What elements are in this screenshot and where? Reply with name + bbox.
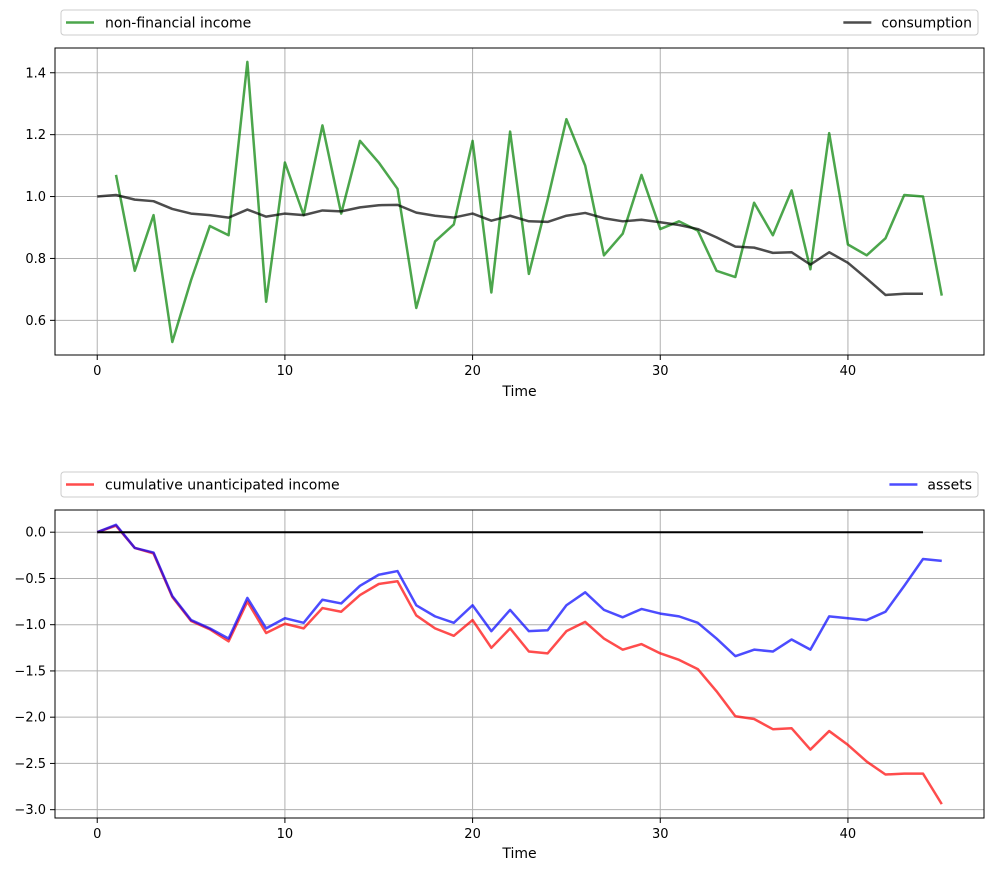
y-tick-label: 1.4 xyxy=(25,66,46,81)
x-axis-label: Time xyxy=(501,846,536,862)
y-tick-label: −1.0 xyxy=(14,618,46,633)
y-tick-label: 0.8 xyxy=(25,252,46,267)
legend: non-financial income consumption xyxy=(60,9,979,36)
x-tick-label: 40 xyxy=(840,827,857,842)
legend-label-assets: assets xyxy=(927,478,972,494)
series-line-consumption xyxy=(97,193,924,297)
plot-frame xyxy=(54,509,985,819)
plot-frame xyxy=(54,47,985,356)
x-axis-label: Time xyxy=(501,384,536,400)
series-line-non-financial-income xyxy=(114,60,943,344)
legend-label-cumulative-unanticipated-income: cumulative unanticipated income xyxy=(105,478,340,494)
series-line-assets xyxy=(96,523,942,658)
legend-label-consumption: consumption xyxy=(881,16,972,32)
x-tick-label: 30 xyxy=(652,364,669,379)
y-tick-label: 1.2 xyxy=(25,128,46,143)
legend: cumulative unanticipated income assets xyxy=(60,471,979,498)
y-tick-label: 1.0 xyxy=(25,190,46,205)
x-tick-label: 0 xyxy=(93,364,101,379)
x-tick-label: 40 xyxy=(840,364,857,379)
y-tick-label: 0.0 xyxy=(25,526,46,541)
x-tick-label: 10 xyxy=(277,827,294,842)
legend-label-non-financial-income: non-financial income xyxy=(105,16,251,32)
y-tick-label: 0.6 xyxy=(25,314,46,329)
y-tick-label: −2.0 xyxy=(14,711,46,726)
legend-frame xyxy=(60,9,979,36)
y-tick-label: −0.5 xyxy=(14,572,46,587)
x-tick-label: 20 xyxy=(464,364,481,379)
y-tick-label: −2.5 xyxy=(14,757,46,772)
series-group xyxy=(97,60,943,344)
chart-1: 0 10 20 30 40 0.6 0.8 1.0 1.2 1.4 Time non-financia… xyxy=(25,9,985,400)
y-tick-label: −1.5 xyxy=(14,664,46,679)
x-tick-label: 0 xyxy=(93,827,101,842)
y-tick-label: −3.0 xyxy=(14,803,46,818)
series-group xyxy=(96,523,943,805)
legend-frame xyxy=(60,471,979,498)
chart-2: 0 10 20 30 40 0.0 −0.5 −1.0 −1.5 −2.0 −2.5 −3.0 Time… xyxy=(14,471,985,862)
x-tick-label: 30 xyxy=(652,827,669,842)
x-tick-label: 20 xyxy=(464,827,481,842)
x-tick-label: 10 xyxy=(277,364,294,379)
series-line-cumulative-unanticipated-income xyxy=(96,524,943,805)
